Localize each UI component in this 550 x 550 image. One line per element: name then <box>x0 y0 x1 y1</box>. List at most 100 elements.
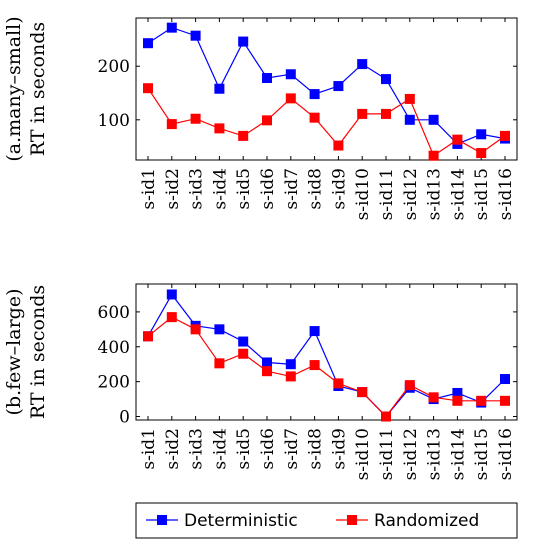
data-point-deterministic <box>428 114 439 125</box>
data-point-randomized <box>357 387 368 398</box>
x-tick-label: s-id2 <box>163 428 183 470</box>
data-point-randomized <box>381 108 391 119</box>
legend-entry-randomized: Randomized <box>336 511 479 531</box>
legend-marker-deterministic <box>157 515 167 525</box>
data-point-randomized <box>500 130 510 141</box>
y-tick-label: 200 <box>98 57 130 77</box>
x-tick-label: s-id13 <box>425 168 445 220</box>
data-point-randomized <box>190 113 201 124</box>
x-tick-label: s-id8 <box>306 168 326 210</box>
plot-frame <box>135 17 518 161</box>
legend-label-deterministic: Deterministic <box>184 511 298 531</box>
data-point-deterministic <box>262 357 272 368</box>
x-tick-label: s-id7 <box>282 428 302 470</box>
x-tick-label: s-id15 <box>472 168 492 220</box>
x-tick-label: s-id10 <box>353 428 373 480</box>
data-point-randomized <box>333 140 344 151</box>
data-point-deterministic <box>452 387 463 398</box>
x-tick-label: s-id12 <box>401 428 421 480</box>
data-point-randomized <box>500 395 510 406</box>
data-point-randomized <box>333 378 344 389</box>
data-point-randomized <box>404 93 415 104</box>
data-point-randomized <box>143 83 153 94</box>
data-point-deterministic <box>190 30 201 41</box>
x-tick-label: s-id6 <box>258 168 278 210</box>
data-point-randomized <box>262 366 272 377</box>
legend-box <box>135 502 518 539</box>
x-tick-label: s-id5 <box>234 428 254 470</box>
x-tick-label: s-id1 <box>139 428 159 470</box>
series-line-deterministic <box>147 293 506 418</box>
data-point-deterministic <box>262 73 272 84</box>
data-point-deterministic <box>143 38 153 49</box>
data-point-randomized <box>381 411 391 422</box>
data-point-randomized <box>309 360 320 371</box>
x-tick-label: s-id4 <box>210 168 230 210</box>
data-point-randomized <box>285 93 296 104</box>
data-point-deterministic <box>166 289 177 300</box>
x-tick-label: s-id11 <box>377 428 397 480</box>
y-axis-label-line1: (a.many–small) <box>3 16 25 161</box>
data-point-randomized <box>262 115 272 126</box>
x-tick-label: s-id2 <box>163 168 183 210</box>
x-tick-label: s-id16 <box>496 428 516 480</box>
series-line-randomized <box>147 316 505 418</box>
data-point-deterministic <box>238 336 249 347</box>
x-tick-label: s-id8 <box>306 428 326 470</box>
x-tick-label: s-id12 <box>401 168 421 220</box>
data-point-randomized <box>476 148 487 159</box>
data-point-deterministic <box>309 89 320 100</box>
y-tick-label: 100 <box>98 111 130 131</box>
y-axis-label-line2: RT in seconds <box>27 22 49 156</box>
data-point-randomized <box>309 112 320 123</box>
x-tick-label: s-id7 <box>282 168 302 210</box>
data-point-randomized <box>166 119 177 130</box>
x-tick-label: s-id13 <box>425 428 445 480</box>
data-point-randomized <box>428 150 439 161</box>
data-point-deterministic <box>238 36 249 47</box>
data-point-deterministic <box>500 374 510 385</box>
x-tick-label: s-id16 <box>496 168 516 220</box>
data-point-deterministic <box>333 81 344 92</box>
data-point-randomized <box>190 324 201 335</box>
x-tick-label: s-id11 <box>377 168 397 220</box>
data-point-randomized <box>428 392 439 403</box>
y-axis-label-line2: RT in seconds <box>27 285 49 419</box>
x-tick-label: s-id6 <box>258 428 278 470</box>
chart-panel-b: 0 200 400 600 s-id1 s-id2 s-id3 s-id4 s-id5 s-id6… <box>3 283 518 480</box>
data-point-deterministic <box>404 114 415 125</box>
data-point-randomized <box>166 312 177 323</box>
data-point-randomized <box>357 108 368 119</box>
data-point-randomized <box>238 348 249 359</box>
legend-label-randomized: Randomized <box>374 511 479 531</box>
x-tick-label: s-id1 <box>139 168 159 210</box>
data-point-deterministic <box>381 74 391 85</box>
legend-marker-randomized <box>347 515 357 525</box>
data-point-randomized <box>214 123 225 134</box>
data-point-deterministic <box>166 22 177 33</box>
y-axis-label-line1: (b.few–large) <box>3 289 25 416</box>
x-tick-label: s-id3 <box>187 168 207 210</box>
y-tick-label: 0 <box>119 408 130 428</box>
x-tick-label: s-id4 <box>210 428 230 470</box>
legend-entry-deterministic: Deterministic <box>146 511 298 531</box>
data-point-deterministic <box>214 324 225 335</box>
x-tick-label: s-id15 <box>472 428 492 480</box>
data-point-randomized <box>452 395 463 406</box>
data-point-deterministic <box>357 59 368 70</box>
x-tick-label: s-id3 <box>187 428 207 470</box>
x-tick-label: s-id14 <box>448 428 468 480</box>
data-point-randomized <box>214 358 225 369</box>
x-tick-label: s-id14 <box>448 168 468 220</box>
data-point-deterministic <box>309 326 320 337</box>
data-point-randomized <box>452 134 463 145</box>
x-tick-label: s-id9 <box>329 428 349 470</box>
data-point-randomized <box>404 380 415 391</box>
data-point-deterministic <box>285 69 296 80</box>
series-line-deterministic <box>147 26 506 145</box>
x-tick-label: s-id10 <box>353 168 373 220</box>
data-point-randomized <box>143 331 153 342</box>
data-point-randomized <box>285 371 296 382</box>
